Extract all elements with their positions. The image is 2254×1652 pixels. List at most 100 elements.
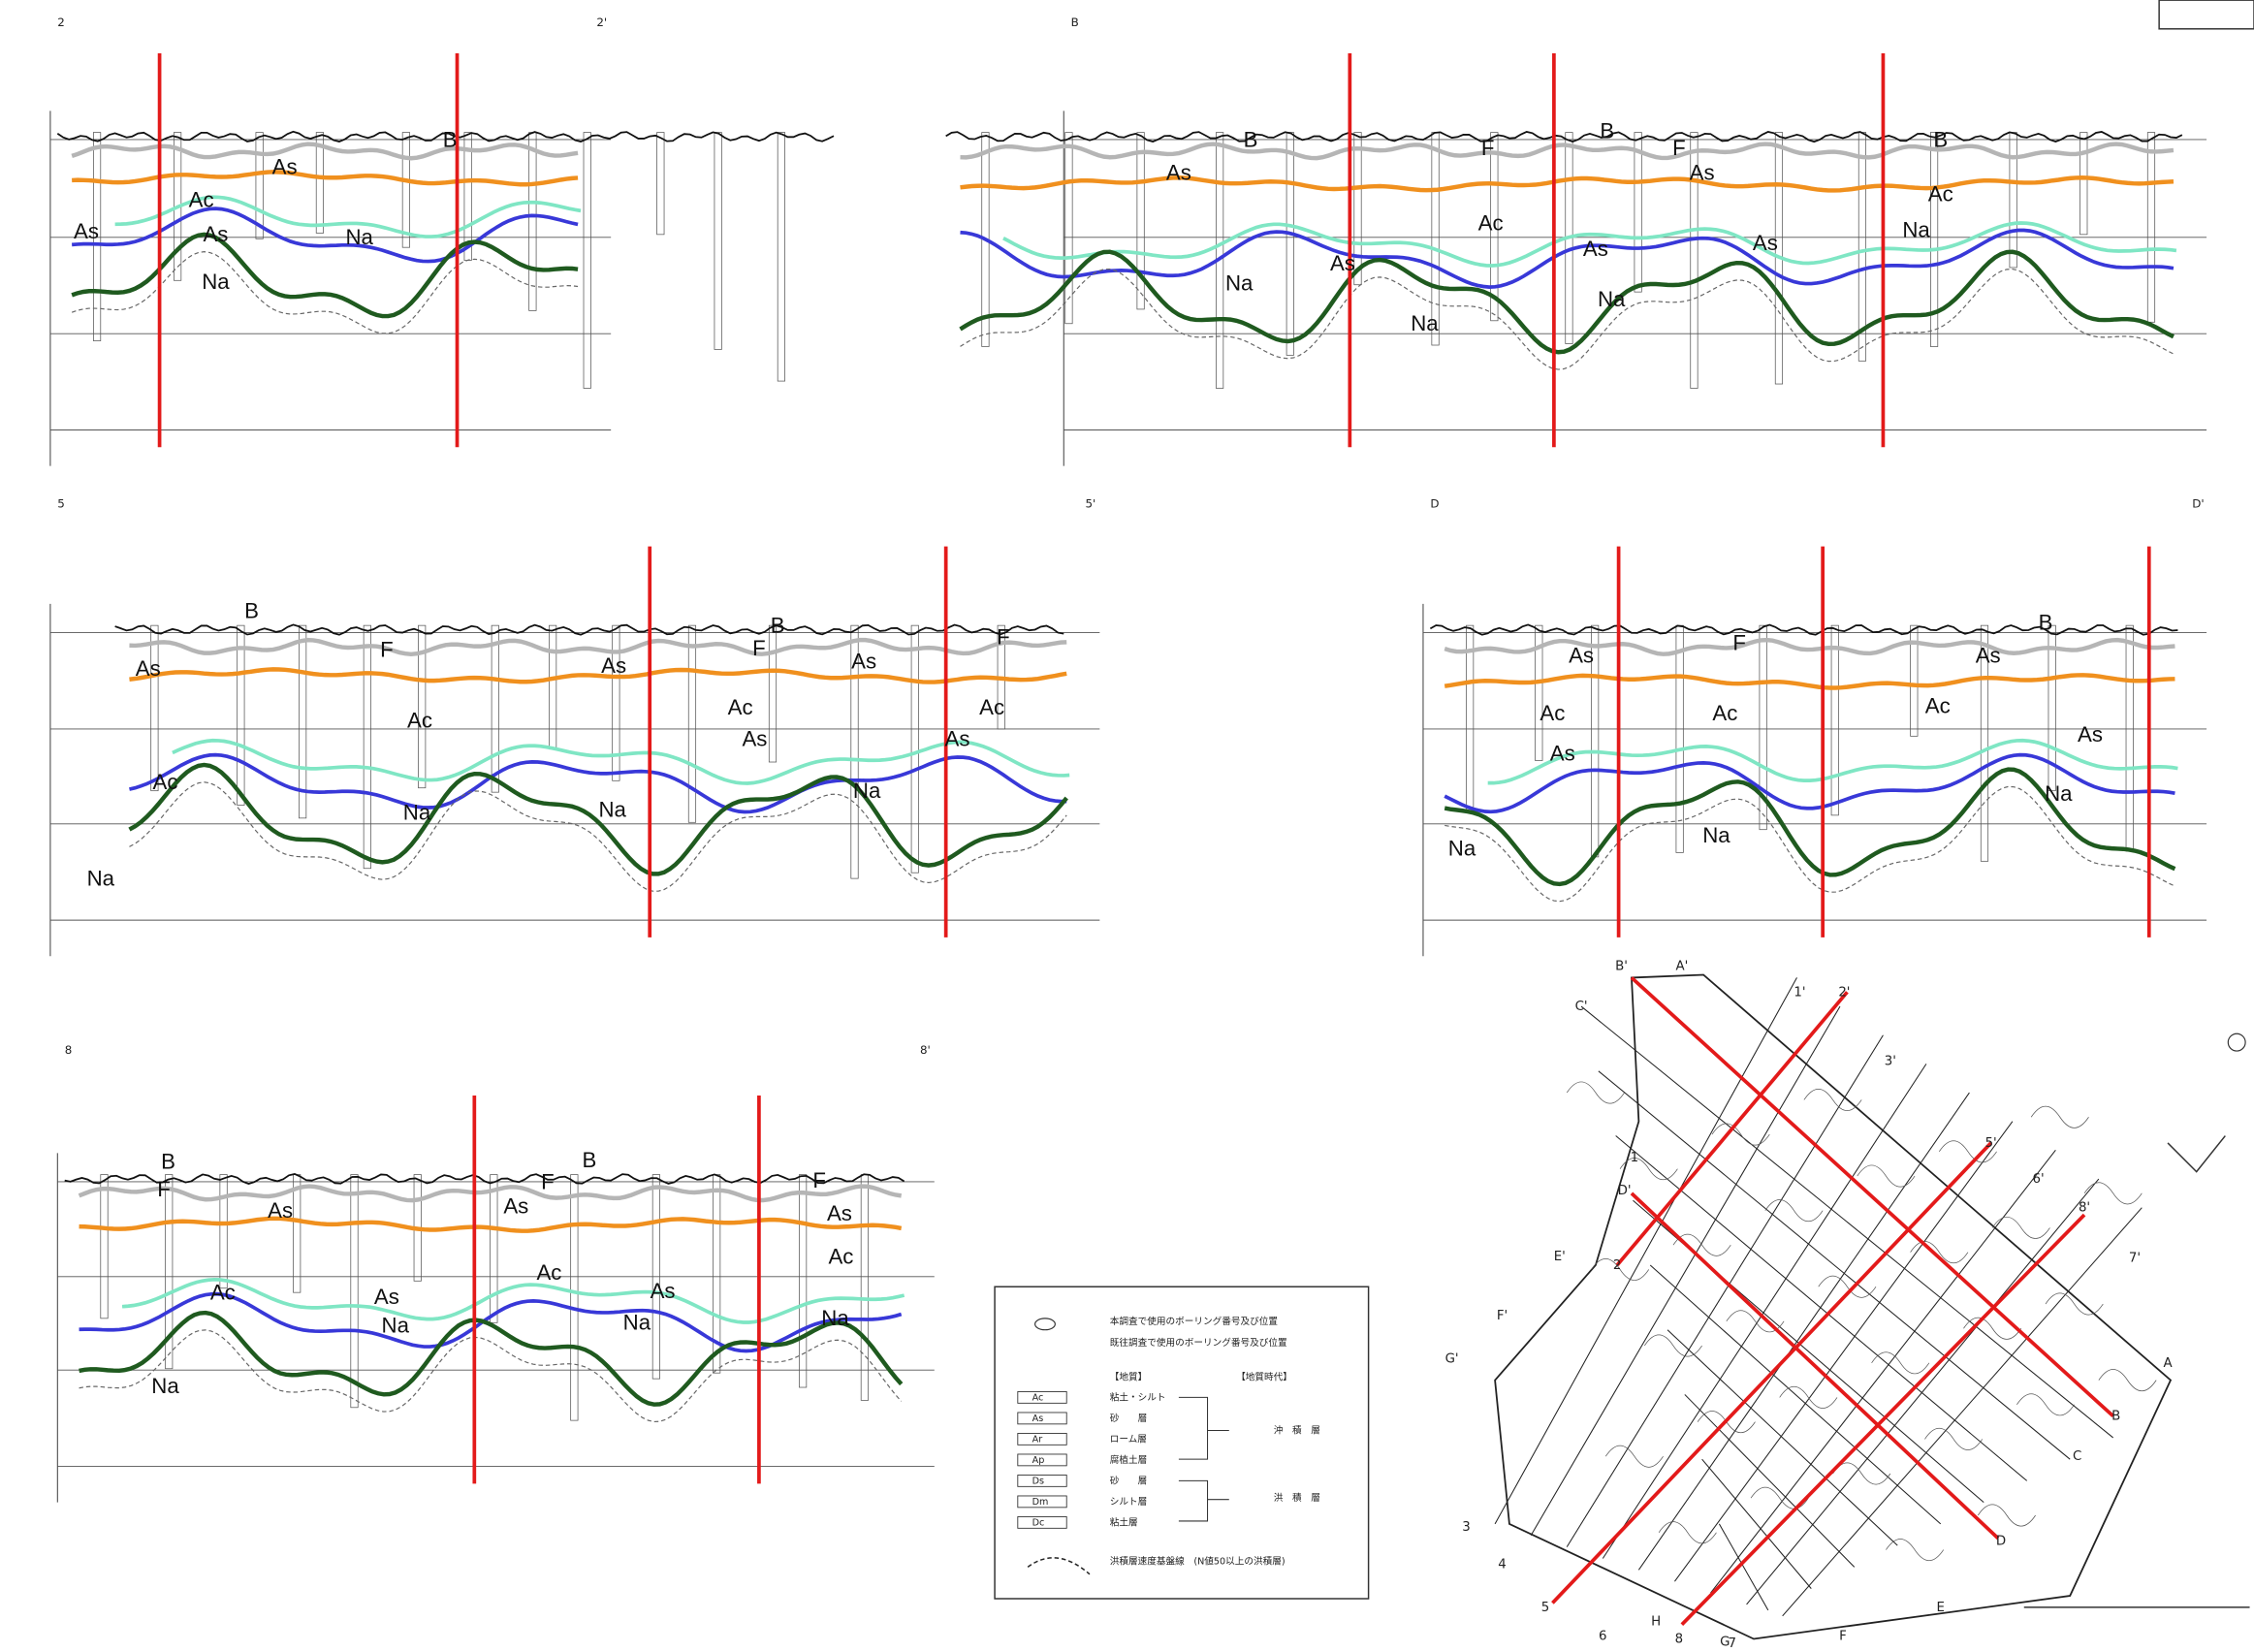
map-label: 3 (1462, 1520, 1470, 1535)
borehole (491, 624, 499, 793)
layer-label: F (752, 636, 766, 660)
base-line (71, 251, 579, 334)
layer-line (959, 249, 2175, 355)
contour (2016, 1393, 2075, 1416)
layer-label: F (1672, 136, 1686, 160)
borehole (714, 132, 722, 350)
section-line (1782, 1207, 2143, 1617)
section-line (1566, 1034, 1884, 1547)
contour (1643, 1334, 1702, 1357)
section-line (1667, 1329, 1898, 1546)
layer-line (960, 175, 2175, 193)
layer-label: F (157, 1177, 171, 1201)
contour (1871, 1351, 1930, 1375)
section-line (1598, 1070, 2071, 1460)
borehole (1136, 132, 1145, 310)
section-end-label: 5' (1085, 497, 1095, 511)
layer-label: As (1166, 160, 1191, 184)
layer-label: As (601, 653, 626, 678)
section-line (1602, 1064, 1927, 1559)
contour (1619, 1158, 1678, 1181)
section-line-red (1551, 1141, 1992, 1604)
section-end-label: 8' (920, 1043, 931, 1057)
corner-box (2158, 0, 2254, 30)
map-label: B' (1615, 960, 1628, 974)
borehole (1634, 132, 1642, 293)
layer-label: Na (1448, 836, 1476, 860)
layer-line (121, 1277, 905, 1324)
borehole (150, 624, 159, 792)
contour (1924, 1427, 1984, 1450)
boring-symbol (1034, 1318, 1056, 1331)
section-end-label: D' (2192, 497, 2204, 511)
layer-line (960, 228, 2175, 289)
legend-text: 洪 積 層 (1274, 1492, 1320, 1504)
contour (2083, 1182, 2143, 1205)
borehole (651, 1174, 660, 1380)
map-label: D' (1618, 1184, 1632, 1198)
borehole (860, 1174, 869, 1401)
map-label: C (2073, 1449, 2081, 1464)
map-label: 5' (1985, 1136, 1997, 1151)
base-line (129, 781, 1067, 892)
section-line (1530, 1005, 1841, 1537)
layer-line (78, 1184, 903, 1203)
cross-section: D D' B F As As Ac Ac Ac As As Na Na Na (1422, 497, 2207, 957)
borehole (100, 1174, 109, 1319)
layer-line (129, 637, 1067, 657)
legend-name: シルト層 (1110, 1497, 1148, 1508)
borehole (299, 624, 307, 819)
borehole (2079, 132, 2088, 236)
borehole (315, 132, 324, 234)
layer-label: As (203, 222, 228, 246)
borehole (799, 1174, 808, 1388)
layer-label: As (1330, 251, 1355, 275)
legend-box (994, 1286, 1370, 1600)
layer-label: B (161, 1150, 175, 1174)
legend-code: Ac (1032, 1392, 1044, 1403)
map-label: 7' (2129, 1252, 2141, 1266)
layer-line (79, 1216, 903, 1233)
contour (1886, 1539, 1945, 1562)
borehole (612, 624, 620, 781)
section-line (1615, 1135, 2028, 1481)
arrow (2167, 1135, 2226, 1173)
borehole (1535, 624, 1543, 761)
legend-code: Ap (1032, 1455, 1045, 1466)
ground-surface (945, 131, 2183, 143)
legend-text: 沖 積 層 (1274, 1425, 1320, 1437)
section-line (1494, 977, 1797, 1525)
layer-label: Na (403, 800, 431, 824)
layer-label: As (1550, 741, 1575, 765)
legend-swatch (1017, 1433, 1067, 1446)
layer-label: F (541, 1169, 555, 1193)
borehole (768, 624, 778, 763)
layer-label: As (651, 1279, 676, 1303)
map-label: 2' (1838, 985, 1850, 1000)
map-label: 4 (1498, 1557, 1506, 1572)
layer-label: As (827, 1201, 852, 1225)
layer-label: Na (151, 1374, 179, 1398)
section-start-label: 8 (65, 1043, 73, 1057)
layer-label: As (742, 727, 767, 751)
map-label: F' (1497, 1309, 1508, 1323)
legend: 本調査で使用のボーリング番号及び位置 既往調査で使用のボーリング番号及び位置 【… (994, 1286, 1370, 1600)
layer-label: Na (1225, 271, 1254, 296)
borehole (1980, 624, 1989, 862)
plan-map: A A' B B' C C' D D' E E' F F' G G' H 1 1' 2 2' 3 3' 4 5 5' 6 6' 7 7… (1445, 960, 2250, 1651)
layer-label: F (1732, 630, 1746, 654)
legend-swatch (1017, 1412, 1067, 1425)
legend-code: As (1032, 1414, 1044, 1424)
map-label: 6' (2033, 1172, 2045, 1187)
map-label: H (1651, 1615, 1661, 1630)
layer-label: As (374, 1285, 399, 1309)
borehole (570, 1174, 579, 1421)
layer-label: Ac (1540, 701, 1565, 725)
borehole (401, 132, 410, 248)
layer-line (71, 142, 579, 161)
layer-label: Ac (828, 1244, 853, 1268)
layer-label: F (812, 1168, 826, 1192)
borehole (418, 624, 427, 789)
ground-surface (56, 130, 835, 143)
